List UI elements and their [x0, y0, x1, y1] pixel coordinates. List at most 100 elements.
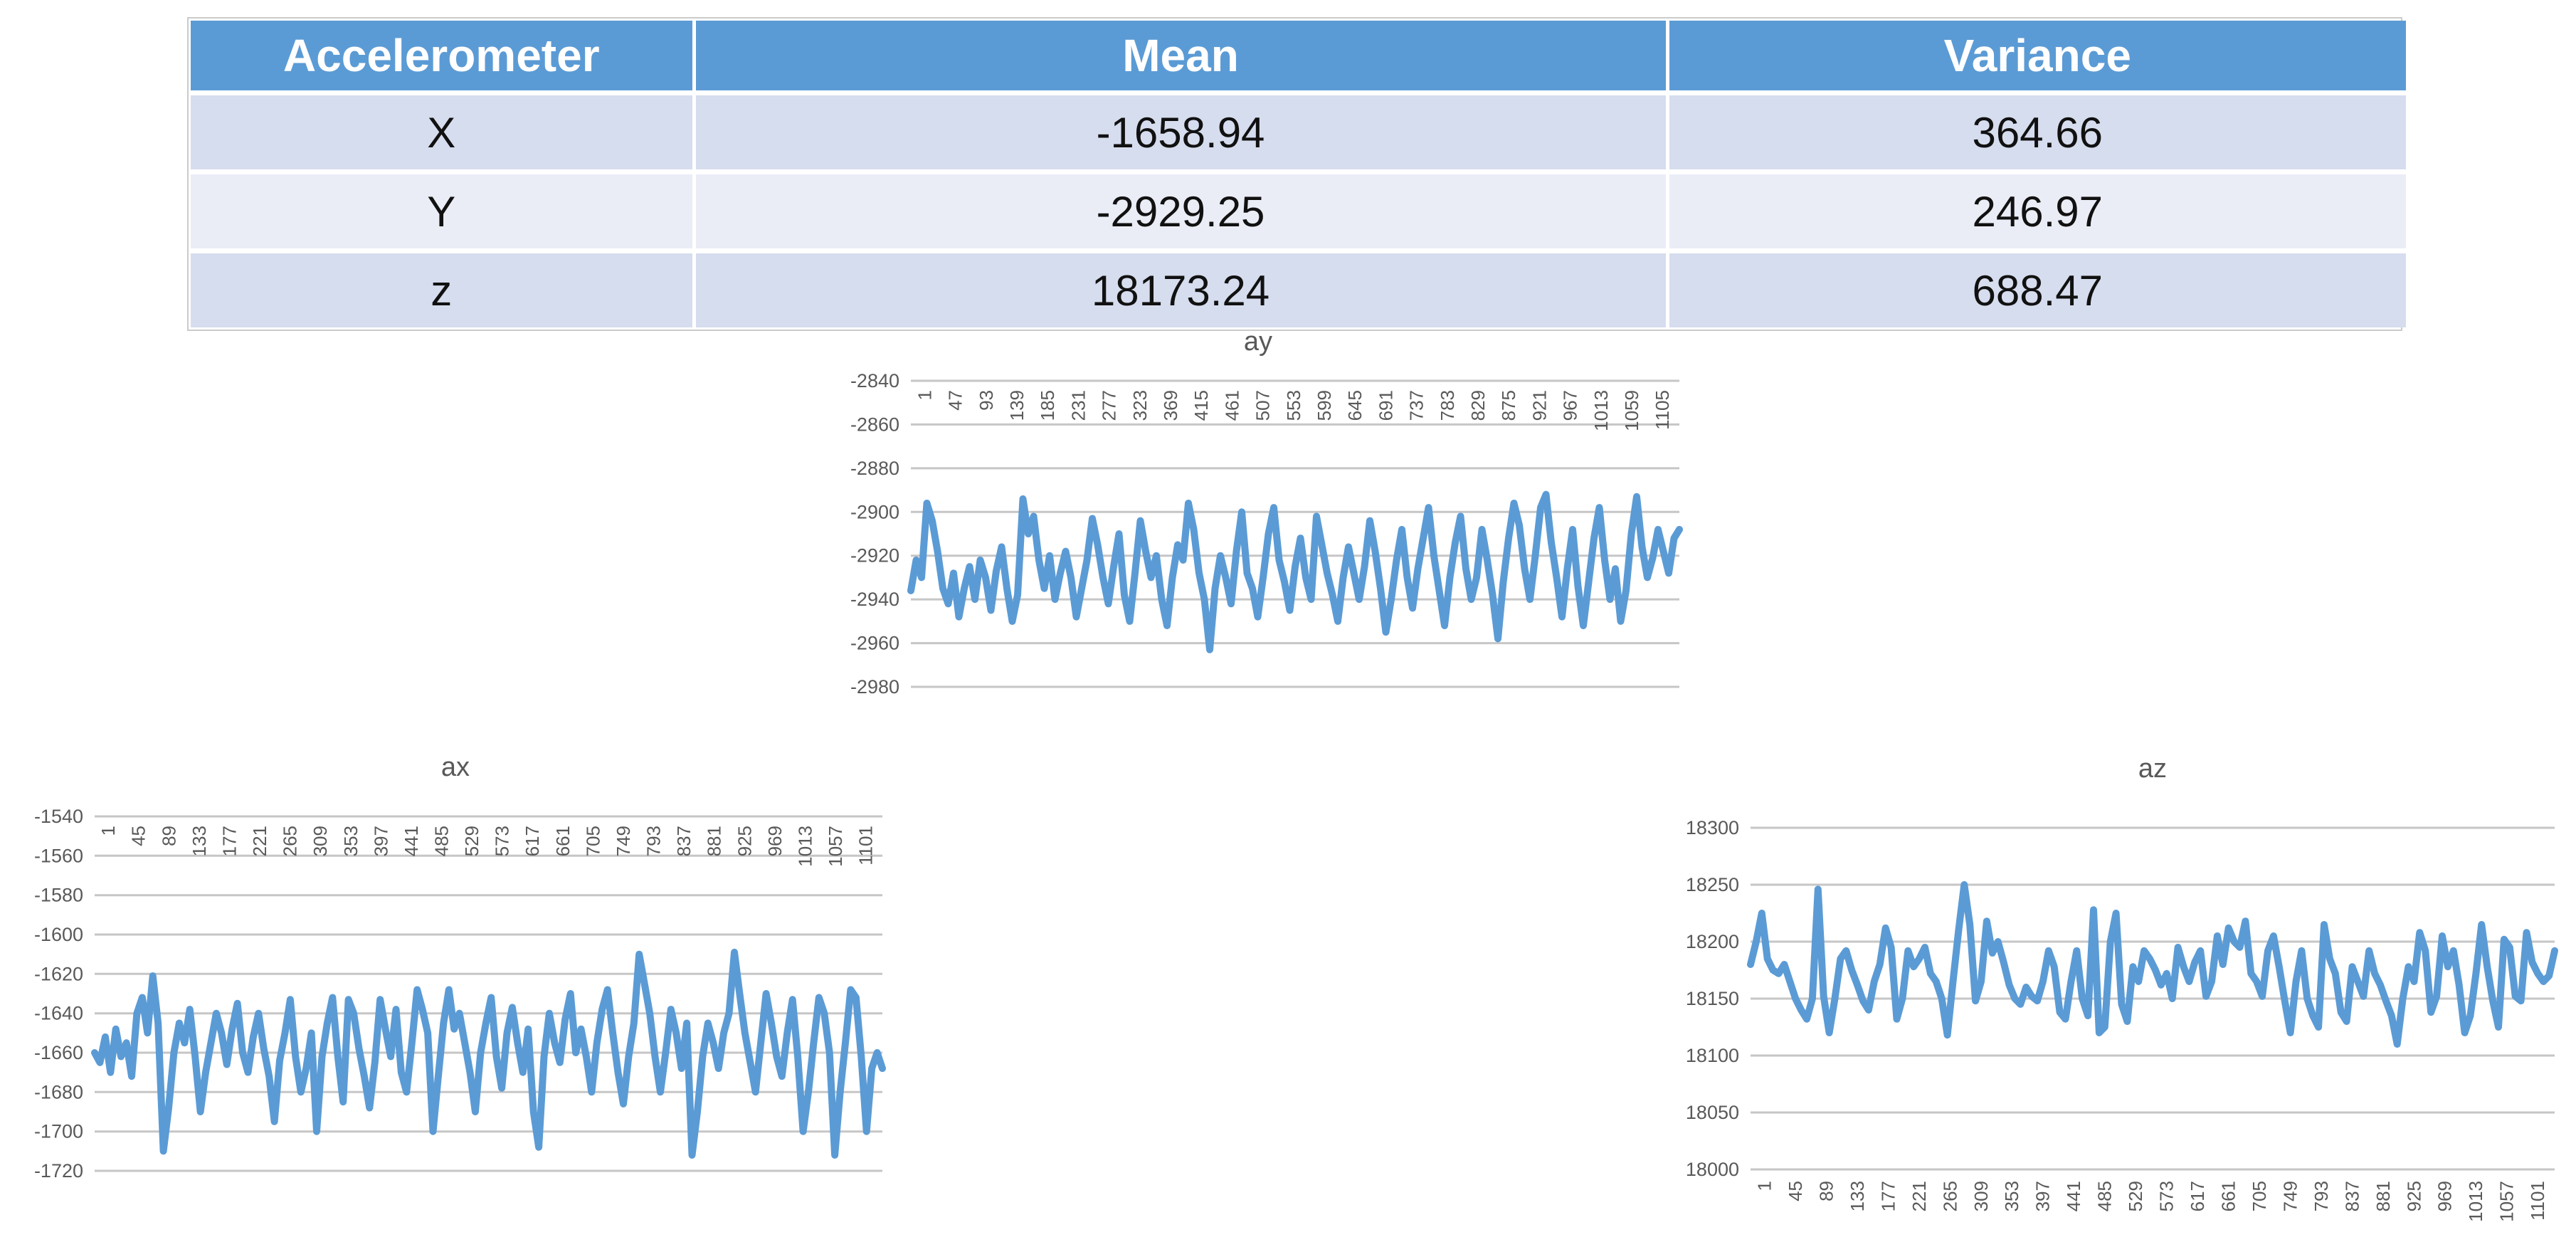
x-tick-label: 353 — [340, 826, 361, 856]
x-tick-label: 875 — [1498, 390, 1519, 421]
x-tick-label: 1 — [1754, 1181, 1775, 1191]
x-tick-label: 45 — [1785, 1181, 1806, 1201]
chart-ax: -1540 -1560 -1580 -1600 -1620 -1640 -1660 -1680… — [34, 752, 886, 1182]
y-tick-label: -2840 — [850, 370, 899, 391]
x-tick-label: 265 — [1939, 1181, 1960, 1211]
x-tick-label: 925 — [2403, 1181, 2424, 1211]
x-tick-label: 507 — [1252, 390, 1274, 421]
y-tick-label: -2920 — [850, 545, 899, 567]
x-tick-label: 705 — [2249, 1181, 2270, 1211]
x-tick-label: 93 — [976, 390, 997, 411]
col-header-mean: Mean — [692, 21, 1667, 93]
x-tick-label: 661 — [552, 826, 574, 856]
x-tick-label: 829 — [1467, 390, 1489, 421]
x-tick-label: 309 — [310, 826, 331, 856]
col-header-variance: Variance — [1665, 21, 2406, 93]
series-line — [91, 948, 886, 1159]
cell-z-variance: 688.47 — [1665, 248, 2406, 327]
y-tick-label: -1680 — [34, 1081, 83, 1103]
x-tick-label: 1 — [97, 826, 119, 836]
x-tick-label: 921 — [1529, 390, 1550, 421]
chart-az: 18300 18250 18200 18150 18100 18050 18000 1 45 89… — [1686, 754, 2558, 1222]
x-tick-label: 1101 — [855, 826, 877, 865]
chart-title: ay — [1244, 327, 1272, 357]
x-tick-label: 265 — [280, 826, 301, 856]
y-tick-label: -1700 — [34, 1121, 83, 1142]
x-tick-label: 415 — [1191, 390, 1212, 421]
x-tick-label: 599 — [1314, 390, 1335, 421]
cell-z-label: z — [191, 248, 694, 327]
x-tick-label: 573 — [492, 826, 513, 856]
x-tick-label: 529 — [2125, 1181, 2146, 1211]
x-tick-label: 1105 — [1652, 390, 1673, 430]
y-tick-label: 18300 — [1686, 817, 1739, 838]
cell-x-mean: -1658.94 — [692, 90, 1667, 172]
x-tick-label: 133 — [1847, 1181, 1868, 1211]
x-tick-label: 1013 — [2465, 1181, 2486, 1222]
y-tick-label: 18200 — [1686, 931, 1739, 952]
x-tick-label: 645 — [1344, 390, 1366, 421]
x-tick-label: 231 — [1067, 390, 1089, 421]
y-tick-label: 18100 — [1686, 1045, 1739, 1066]
y-tick-label: -1660 — [34, 1042, 83, 1063]
table-row-z: z 18173.24 688.47 — [191, 248, 2406, 327]
x-tick-label: 139 — [1006, 390, 1028, 421]
x-tick-label: 461 — [1221, 390, 1242, 421]
cell-x-variance: 364.66 — [1665, 90, 2406, 172]
x-tick-label: 185 — [1037, 390, 1058, 421]
chart-title: ax — [441, 752, 470, 782]
table-row-x: X -1658.94 364.66 — [191, 90, 2406, 172]
x-tick-label: 925 — [734, 826, 755, 856]
x-tick-label: 1013 — [794, 826, 815, 867]
accelerometer-stats-table: Accelerometer Mean Variance X -1658.94 3… — [187, 17, 2406, 331]
x-tick-label: 221 — [249, 826, 270, 856]
y-tick-label: -2960 — [850, 633, 899, 654]
x-tick-label: 691 — [1375, 390, 1396, 421]
x-tick-label: 441 — [401, 826, 422, 856]
y-tick-label: -1720 — [34, 1160, 83, 1182]
x-tick-label: 47 — [945, 390, 966, 411]
x-tick-label: 793 — [2311, 1181, 2332, 1211]
x-tick-label: 277 — [1099, 390, 1120, 421]
x-tick-label: 1057 — [2496, 1181, 2518, 1222]
cell-x-label: X — [191, 90, 694, 172]
y-tick-label: -1560 — [34, 845, 83, 866]
x-tick-label: 177 — [219, 826, 241, 856]
x-tick-label: 617 — [522, 826, 543, 856]
x-tick-label: 793 — [643, 826, 665, 856]
x-tick-label: 221 — [1909, 1181, 1930, 1211]
x-tick-label: 89 — [158, 826, 179, 846]
x-tick-label: 553 — [1283, 390, 1304, 421]
x-tick-label: 749 — [613, 826, 634, 856]
y-tick-label: -1620 — [34, 963, 83, 984]
x-tick-label: 969 — [764, 826, 786, 856]
y-tick-label: 18250 — [1686, 874, 1739, 895]
y-tick-label: -1600 — [34, 924, 83, 945]
cell-y-variance: 246.97 — [1665, 169, 2406, 251]
x-tick-label: 1101 — [2527, 1181, 2548, 1221]
cell-y-label: Y — [191, 169, 694, 251]
x-tick-label: 485 — [431, 826, 453, 856]
y-tick-label: -1540 — [34, 806, 83, 827]
x-tick-label: 397 — [2032, 1181, 2054, 1211]
col-header-accelerometer: Accelerometer — [191, 21, 694, 93]
x-tick-label: 441 — [2063, 1181, 2084, 1211]
y-tick-label: -2880 — [850, 458, 899, 479]
x-tick-label: 133 — [189, 826, 210, 856]
y-tick-label: -2940 — [850, 589, 899, 610]
series-line — [1747, 881, 2558, 1048]
x-tick-label: 89 — [1816, 1181, 1837, 1201]
x-tick-label: 309 — [1970, 1181, 1992, 1211]
chart-ay: -2840 -2860 -2880 -2900 -2920 -2940 -2960 -2980… — [850, 327, 1683, 698]
x-tick-label: 397 — [370, 826, 391, 856]
x-tick-label: 1 — [914, 390, 935, 400]
x-tick-label: 881 — [2372, 1181, 2394, 1211]
x-tick-label: 705 — [582, 826, 603, 856]
y-tick-label: -2900 — [850, 501, 899, 522]
y-tick-label: 18000 — [1686, 1159, 1739, 1180]
x-tick-label: 967 — [1560, 390, 1581, 421]
x-tick-label: 881 — [704, 826, 725, 856]
x-tick-label: 837 — [2341, 1181, 2363, 1211]
chart-title: az — [2138, 754, 2167, 784]
